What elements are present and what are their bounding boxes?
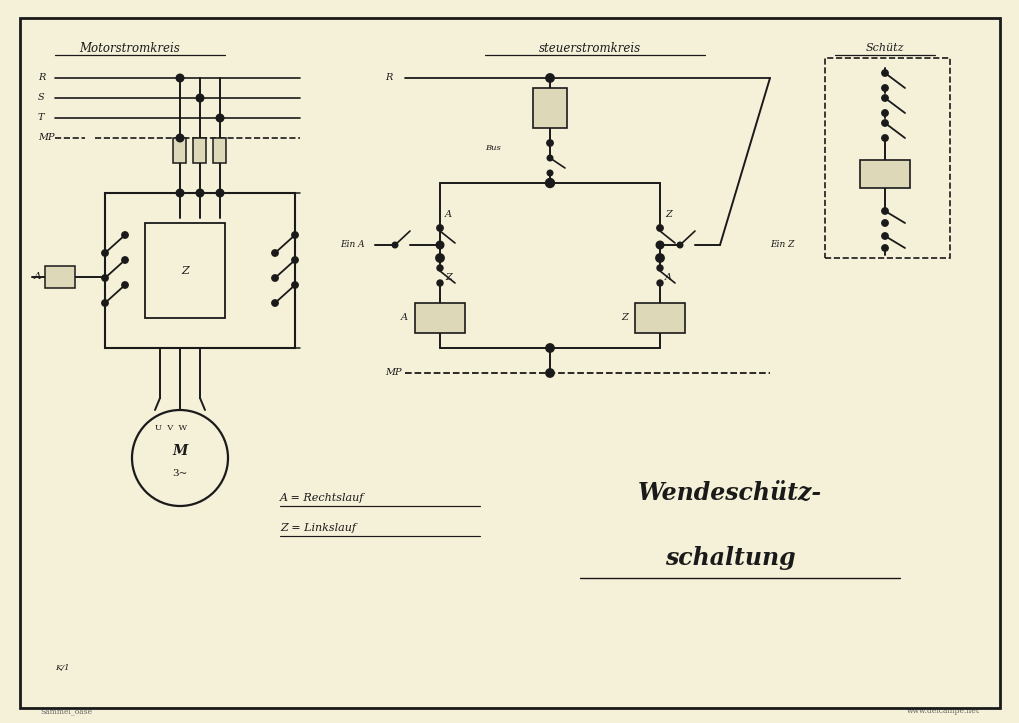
Text: Z: Z	[444, 273, 451, 283]
Circle shape	[291, 282, 298, 288]
Text: Wendeschütz-: Wendeschütz-	[637, 481, 821, 505]
Circle shape	[271, 275, 278, 281]
Circle shape	[881, 233, 888, 239]
Text: Motorstromkreis: Motorstromkreis	[79, 41, 180, 54]
Circle shape	[436, 241, 443, 249]
Circle shape	[121, 257, 128, 263]
Bar	[859, 160, 909, 188]
Text: R: R	[384, 74, 392, 82]
Circle shape	[881, 134, 888, 141]
Text: MP: MP	[38, 134, 54, 142]
Bar	[194, 138, 206, 163]
Circle shape	[881, 220, 888, 226]
Text: A: A	[35, 273, 42, 281]
Text: A: A	[444, 210, 451, 220]
Circle shape	[436, 280, 442, 286]
Circle shape	[656, 265, 662, 271]
Text: 3~: 3~	[172, 469, 187, 477]
Text: A: A	[664, 273, 672, 283]
Circle shape	[436, 225, 443, 231]
Text: M: M	[172, 444, 187, 458]
Circle shape	[196, 94, 204, 102]
Text: www.delcampe.net: www.delcampe.net	[906, 707, 979, 715]
Circle shape	[102, 275, 108, 281]
Bar	[105, 193, 294, 348]
Text: T: T	[38, 114, 45, 122]
Text: A = Rechtslauf: A = Rechtslauf	[280, 493, 364, 503]
Circle shape	[656, 225, 662, 231]
Circle shape	[545, 344, 553, 352]
Text: schaltung: schaltung	[664, 546, 795, 570]
Circle shape	[677, 242, 682, 248]
Circle shape	[881, 245, 888, 251]
Circle shape	[291, 257, 298, 263]
Circle shape	[102, 250, 108, 256]
Circle shape	[216, 189, 223, 197]
Text: Z: Z	[181, 266, 189, 276]
Bar	[213, 138, 226, 163]
Circle shape	[881, 95, 888, 101]
Circle shape	[881, 70, 888, 76]
Text: Z: Z	[621, 314, 628, 322]
Text: Ein Z: Ein Z	[769, 241, 794, 249]
Circle shape	[102, 300, 108, 307]
Bar	[45, 266, 75, 288]
Circle shape	[271, 250, 278, 256]
Circle shape	[545, 74, 553, 82]
Circle shape	[881, 110, 888, 116]
Circle shape	[176, 189, 183, 197]
Circle shape	[216, 114, 223, 121]
Text: A: A	[400, 314, 408, 322]
Circle shape	[881, 120, 888, 127]
Bar	[824, 58, 949, 258]
Bar	[533, 88, 567, 128]
Text: Bus: Bus	[484, 144, 500, 152]
Text: MP: MP	[384, 369, 401, 377]
Circle shape	[881, 85, 888, 91]
Circle shape	[546, 170, 552, 176]
Text: Z: Z	[664, 210, 672, 220]
Text: Z = Linkslauf: Z = Linkslauf	[280, 523, 356, 533]
Circle shape	[546, 155, 552, 161]
Circle shape	[545, 369, 553, 377]
Bar	[635, 303, 685, 333]
Text: Ein A: Ein A	[340, 241, 365, 249]
Circle shape	[121, 232, 128, 238]
Circle shape	[881, 208, 888, 214]
Circle shape	[655, 254, 663, 262]
Circle shape	[545, 179, 554, 187]
Circle shape	[655, 241, 663, 249]
Bar	[145, 223, 225, 318]
Circle shape	[656, 280, 662, 286]
Circle shape	[392, 242, 397, 248]
Circle shape	[271, 300, 278, 307]
Text: U  V  W: U V W	[155, 424, 186, 432]
Circle shape	[196, 189, 204, 197]
Circle shape	[291, 232, 298, 238]
Circle shape	[121, 282, 128, 288]
Circle shape	[546, 140, 552, 146]
Text: R: R	[38, 74, 45, 82]
Text: steuerstromkreis: steuerstromkreis	[538, 41, 640, 54]
Circle shape	[176, 134, 183, 142]
Text: Sammel_oase: Sammel_oase	[40, 707, 92, 715]
Text: Schütz: Schütz	[865, 43, 904, 53]
Bar	[173, 138, 186, 163]
Circle shape	[436, 265, 442, 271]
Circle shape	[435, 254, 443, 262]
Text: K/1: K/1	[55, 664, 69, 672]
Text: S: S	[38, 93, 45, 103]
Circle shape	[176, 74, 183, 82]
Bar	[415, 303, 465, 333]
